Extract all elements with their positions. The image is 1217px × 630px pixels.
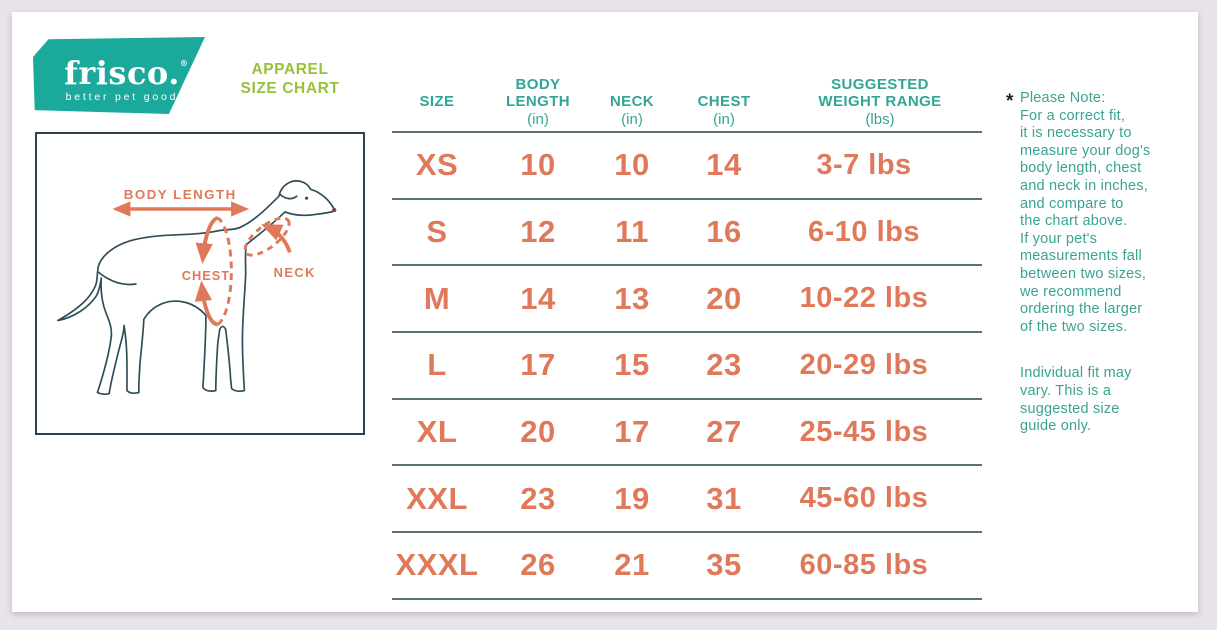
dog-diagram-box: BODY LENGTH CHEST NECK: [35, 132, 365, 435]
header-unit: (lbs): [865, 111, 895, 128]
chest-arrow-up: [194, 280, 219, 327]
header-chest: CHEST (in): [670, 58, 778, 131]
note-paragraph-1: Please Note: For a correct fit, it is ne…: [1020, 90, 1151, 335]
cell-neck: 19: [614, 480, 650, 516]
cell-size: XXL: [406, 480, 468, 516]
cell-body-length: 12: [520, 214, 556, 250]
header-body-length: BODY LENGTH (in): [482, 58, 594, 131]
cell-size: S: [426, 214, 448, 250]
cell-size: M: [423, 280, 451, 316]
asterisk: *: [1006, 91, 1014, 112]
header-unit: (in): [621, 111, 643, 128]
dog-diagram: BODY LENGTH CHEST NECK: [57, 180, 337, 396]
cell-size: XXXL: [395, 547, 479, 583]
note-paragraph-2: Individual fit may vary. This is a sugge…: [1020, 365, 1132, 435]
cell-weight: 20-29 lbs: [799, 348, 929, 381]
chest-arrow-down: [195, 215, 219, 264]
cell-neck: 21: [614, 547, 650, 583]
cell-neck: 15: [614, 347, 650, 383]
table-row-s: S 12 11 16 6-10 lbs: [392, 200, 982, 267]
cell-size: XS: [415, 147, 459, 183]
cell-chest: 35: [706, 547, 742, 583]
header-neck: NECK (in): [594, 58, 670, 131]
cell-chest: 16: [706, 214, 742, 250]
cell-weight: 6-10 lbs: [808, 215, 920, 248]
header-label: SIZE: [419, 93, 455, 110]
cell-chest: 31: [706, 480, 742, 516]
cell-weight: 25-45 lbs: [799, 415, 929, 448]
cell-size: XL: [416, 414, 458, 450]
chest-label: CHEST: [182, 268, 230, 283]
table-row-xxxl: XXXL 26 21 35 60-85 lbs: [392, 533, 982, 600]
registered-mark: ®: [179, 58, 188, 68]
neck-dashed-ellipse: [243, 216, 291, 257]
table-row-m: M 14 13 20 10-22 lbs: [392, 266, 982, 334]
dog-outline: [57, 180, 337, 396]
table-row-xl: XL 20 17 27 25-45 lbs: [392, 400, 982, 467]
cell-weight: 3-7 lbs: [816, 148, 912, 181]
table-header-row: SIZE BODY LENGTH (in) NECK (in) CHEST (i…: [392, 58, 982, 133]
cell-chest: 20: [706, 280, 742, 316]
header-label: SUGGESTED WEIGHT RANGE: [818, 76, 942, 110]
brand-name: frisco.®: [64, 48, 188, 89]
cell-chest: 23: [706, 347, 742, 383]
header-label: NECK: [609, 93, 655, 110]
cell-neck: 10: [614, 147, 650, 183]
neck-arrow: [261, 224, 292, 254]
header-unit: (in): [713, 111, 735, 128]
header-weight-range: SUGGESTED WEIGHT RANGE (lbs): [778, 58, 982, 131]
table-row-l: L 17 15 23 20-29 lbs: [392, 333, 982, 400]
brand-tagline: better pet goods: [65, 91, 187, 103]
cell-neck: 17: [614, 414, 650, 450]
page-title: APPAREL SIZE CHART: [240, 61, 340, 97]
cell-weight: 10-22 lbs: [799, 282, 929, 315]
table-row-xxl: XXL 23 19 31 45-60 lbs: [392, 466, 982, 534]
cell-body-length: 17: [520, 347, 556, 383]
header-size: SIZE: [392, 58, 482, 131]
cell-neck: 13: [614, 280, 650, 316]
brand-name-text: frisco.: [64, 54, 180, 92]
cell-body-length: 26: [520, 547, 556, 583]
cell-weight: 60-85 lbs: [799, 548, 929, 581]
cell-weight: 45-60 lbs: [799, 482, 929, 515]
frisco-logo: frisco.® better pet goods: [33, 37, 205, 114]
cell-neck: 11: [615, 214, 649, 250]
cell-body-length: 14: [520, 280, 556, 316]
neck-label: NECK: [274, 265, 316, 280]
cell-chest: 27: [706, 414, 742, 450]
cell-size: L: [427, 347, 447, 383]
table-row-xs: XS 10 10 14 3-7 lbs: [392, 133, 982, 200]
body-length-label: BODY LENGTH: [124, 187, 237, 202]
size-chart-card: frisco.® better pet goods APPAREL SIZE C…: [12, 12, 1198, 612]
cell-body-length: 20: [520, 414, 556, 450]
cell-body-length: 23: [520, 480, 556, 516]
measurement-annotations: BODY LENGTH CHEST NECK: [112, 187, 316, 327]
cell-chest: 14: [706, 147, 742, 183]
header-label: CHEST: [697, 93, 751, 110]
size-table: SIZE BODY LENGTH (in) NECK (in) CHEST (i…: [392, 58, 982, 600]
please-note: * Please Note: For a correct fit, it is …: [1006, 90, 1185, 436]
header-label: BODY LENGTH: [505, 76, 571, 110]
header-unit: (in): [527, 111, 549, 128]
cell-body-length: 10: [520, 147, 556, 183]
